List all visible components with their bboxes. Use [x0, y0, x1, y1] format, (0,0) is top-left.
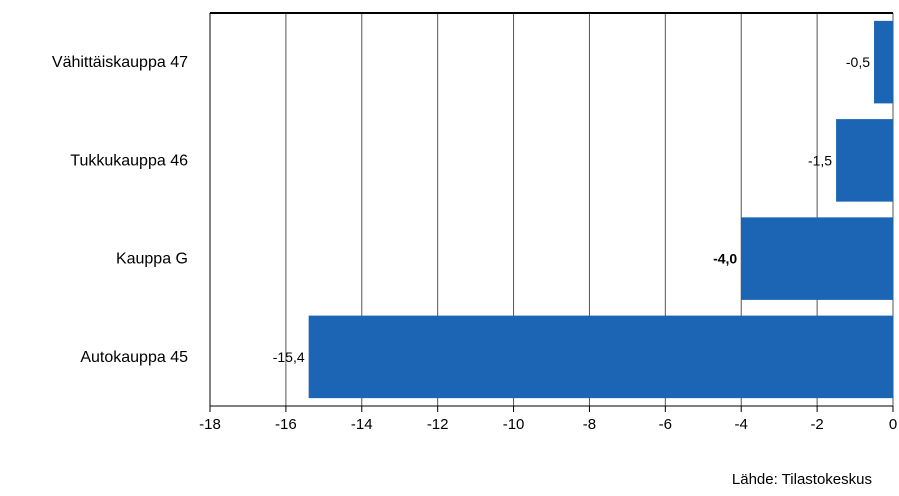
category-label: Kauppa G	[116, 251, 188, 268]
x-tick-label: -14	[351, 416, 373, 433]
bar	[874, 20, 893, 104]
x-tick-label: -16	[275, 416, 297, 433]
x-tick-label: -2	[810, 416, 823, 433]
x-tick-label: -10	[503, 416, 525, 433]
axes	[209, 12, 894, 412]
x-tick-label: -18	[199, 416, 221, 433]
data-label: -4,0	[713, 251, 737, 267]
bar	[308, 315, 894, 399]
category-label: Autokauppa 45	[80, 349, 188, 366]
x-tick-label: -4	[735, 416, 748, 433]
data-label: -0,5	[846, 54, 870, 70]
bar	[836, 119, 893, 202]
bars	[308, 20, 894, 399]
data-label: -1,5	[808, 152, 832, 168]
category-label: Vähittäiskauppa 47	[52, 54, 188, 71]
x-tick-label: -12	[427, 416, 449, 433]
x-tick-label: 0	[889, 416, 897, 433]
x-tick-label: -6	[659, 416, 672, 433]
source-note: Lähde: Tilastokeskus	[732, 471, 872, 488]
bar	[741, 217, 893, 300]
x-tick-label: -8	[583, 416, 596, 433]
labels: -18 -16 -14 -12 -10 -8 -6 -4 -2 0 Vähittäiskauppa …	[52, 54, 897, 433]
data-label: -15,4	[273, 349, 305, 365]
category-label: Tukkukauppa 46	[70, 152, 188, 169]
